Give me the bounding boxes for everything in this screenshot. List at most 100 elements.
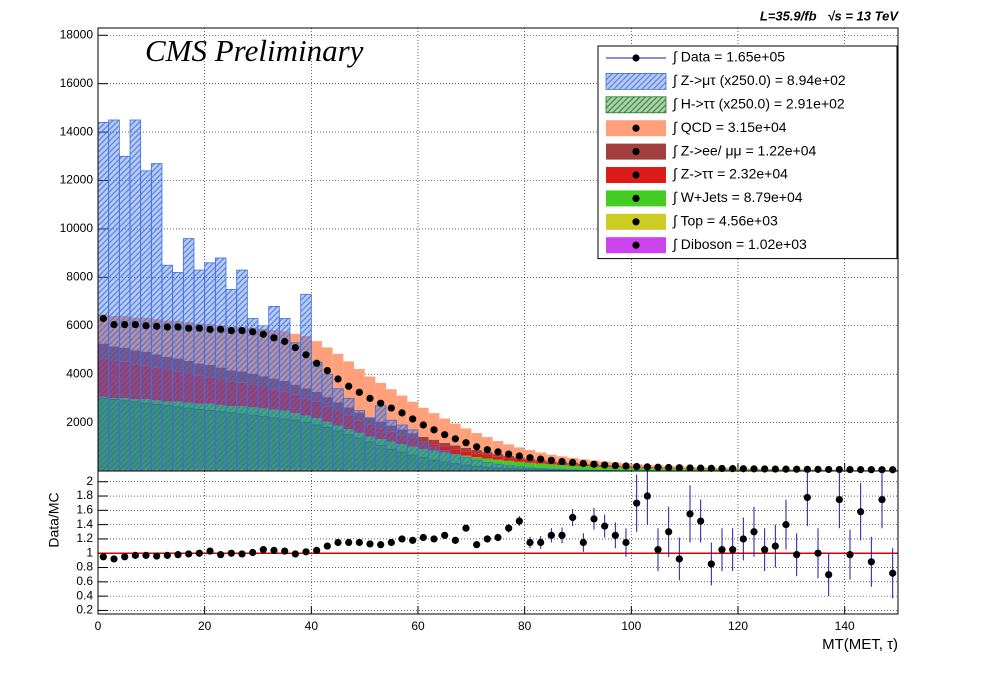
legend-label: ∫ Data = 1.65e+05 (672, 49, 785, 65)
stack-bar (567, 465, 578, 471)
stack-bar (439, 418, 450, 443)
signal-bar (481, 462, 494, 472)
ratio-point (771, 542, 779, 550)
ratio-point (377, 541, 385, 549)
stack-bar (418, 436, 429, 442)
y-tick-label: 10000 (60, 221, 94, 235)
signal-bar (268, 305, 280, 472)
data-point (270, 334, 278, 342)
data-point (729, 465, 737, 473)
y-tick-label: 8000 (66, 270, 93, 284)
stack-bar (471, 450, 482, 454)
ratio-point (483, 535, 491, 543)
y-tick-label: 12000 (60, 173, 94, 187)
signal-bar (246, 318, 259, 472)
signal-bar (118, 155, 131, 472)
ratio-point (110, 555, 118, 563)
x-tick-label: 0 (95, 619, 102, 633)
x-tick-label: 20 (198, 619, 212, 633)
ratio-point (121, 553, 129, 561)
data-point (366, 394, 374, 402)
ratio-point (366, 540, 374, 548)
ratio-point (345, 538, 353, 547)
ratio-point (782, 521, 790, 529)
data-point (451, 435, 459, 443)
x-tick-label: 40 (305, 619, 319, 633)
stack-bar (428, 439, 440, 445)
legend-label: ∫ Z->ττ = 2.32e+04 (672, 166, 788, 182)
ratio-point (270, 546, 278, 554)
x-tick-label: 100 (621, 619, 641, 633)
data-point (419, 421, 427, 429)
stack-bar (514, 447, 525, 458)
ratio-point (526, 538, 534, 547)
stack-bar (482, 437, 493, 453)
data-point (590, 460, 598, 468)
ratio-point (419, 533, 427, 542)
legend-swatch (605, 73, 667, 90)
ratio-point (611, 531, 619, 539)
signal-bar (460, 457, 472, 472)
ratio-point (569, 513, 577, 522)
data-point (185, 324, 193, 332)
signal-bar (428, 446, 440, 472)
y-tick-label: 16000 (60, 76, 94, 90)
signal-bar (406, 429, 419, 472)
data-point (238, 326, 246, 335)
signal-bar (492, 463, 504, 472)
stack-bar (599, 466, 610, 471)
stack-bar (450, 423, 461, 446)
legend-swatch (605, 96, 667, 114)
data-point (718, 464, 726, 473)
data-point (153, 322, 161, 330)
stack-bar (514, 461, 525, 471)
legend-marker (632, 124, 640, 132)
main-panel: 2000 4000 6000 8000 10000 12000 14000 16000 1800… (60, 27, 898, 474)
data-point (867, 466, 875, 474)
data-point (814, 465, 822, 473)
data-point (483, 446, 491, 454)
ratio-point (729, 546, 737, 554)
data-point (163, 323, 171, 331)
signal-bar (172, 272, 184, 472)
data-point (601, 461, 609, 469)
x-tick-label: 120 (728, 619, 748, 633)
signal-bar (470, 459, 483, 472)
data-point (217, 325, 225, 333)
data-point (633, 462, 641, 471)
legend-marker (632, 194, 640, 202)
ratio-point (153, 552, 161, 560)
data-point (334, 375, 342, 383)
signal-bar (321, 373, 334, 472)
legend-label: ∫ Z->ee/ μμ = 1.22e+04 (672, 142, 817, 158)
ratio-point (473, 541, 481, 549)
signal-bar (396, 424, 408, 472)
signal-bar (140, 170, 152, 472)
data-point (195, 324, 203, 332)
ratio-point (718, 546, 726, 554)
y-tick-label: 1.8 (76, 488, 93, 502)
ratio-point (761, 546, 769, 554)
ratio-point (857, 508, 865, 516)
data-point (505, 450, 513, 458)
data-point (825, 465, 833, 474)
stack-bar (482, 454, 493, 459)
ratio-point (537, 538, 545, 547)
stack-bar (588, 466, 600, 471)
ratio-point (249, 548, 257, 557)
stack-bar (471, 433, 482, 451)
y-tick-label: 14000 (60, 124, 94, 138)
ratio-point (793, 551, 801, 559)
ratio-point (675, 555, 683, 563)
legend-marker (632, 218, 640, 226)
signal-bar (385, 419, 398, 472)
data-point (398, 409, 406, 417)
ratio-point (185, 550, 193, 558)
signal-bar (332, 388, 344, 472)
stack-bar (514, 459, 525, 462)
ratio-point (814, 549, 822, 557)
signal-bar (502, 465, 515, 472)
y-tick-label: 2 (86, 474, 93, 488)
ratio-point (579, 538, 587, 547)
data-point (387, 404, 395, 412)
